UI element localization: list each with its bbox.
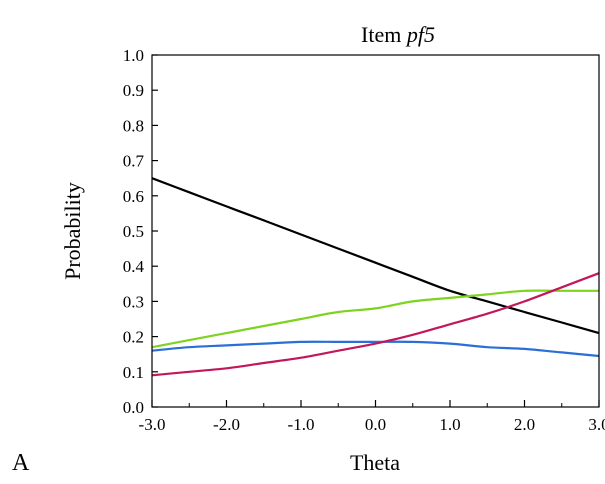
series-line-3 xyxy=(151,340,600,358)
y-tick-label: 1.0 xyxy=(123,46,144,65)
series-line-4 xyxy=(151,272,600,377)
plot-frame xyxy=(151,54,600,408)
y-tick-label: 0.1 xyxy=(123,363,144,382)
series-line-2 xyxy=(151,289,599,349)
series-line-1 xyxy=(151,177,600,335)
y-tick-label: 0.7 xyxy=(123,152,145,171)
x-axis: -3.0 -2.0 -1.0 0.0 1.0 2.0 3.0 xyxy=(139,400,605,434)
y-tick-label: 0.8 xyxy=(123,116,144,135)
y-tick-label: 0.4 xyxy=(123,257,145,276)
y-tick-label: 0.5 xyxy=(123,222,144,241)
y-tick-label: 0.6 xyxy=(123,187,144,206)
y-tick-label: 0.3 xyxy=(123,292,144,311)
x-tick-label: 0.0 xyxy=(365,415,386,434)
y-axis: 0.0 0.1 0.2 0.3 0.4 0.5 0.6 0.7 0.8 0.9 1.0 xyxy=(123,46,158,417)
y-tick-label: 0.2 xyxy=(123,328,144,347)
chart-title: Item pf5 xyxy=(361,22,435,47)
panel-label: A xyxy=(12,450,30,476)
series-group xyxy=(151,177,600,377)
y-tick-label: 0.0 xyxy=(123,398,144,417)
y-tick-label: 0.9 xyxy=(123,81,144,100)
x-tick-label: -1.0 xyxy=(288,415,315,434)
x-tick-label: -3.0 xyxy=(139,415,166,434)
x-tick-label: 1.0 xyxy=(439,415,460,434)
y-axis-label: Probability xyxy=(60,182,85,280)
x-axis-label: Theta xyxy=(350,450,400,475)
x-tick-label: 3.0 xyxy=(588,415,605,434)
x-tick-label: 2.0 xyxy=(514,415,535,434)
x-tick-label: -2.0 xyxy=(213,415,240,434)
